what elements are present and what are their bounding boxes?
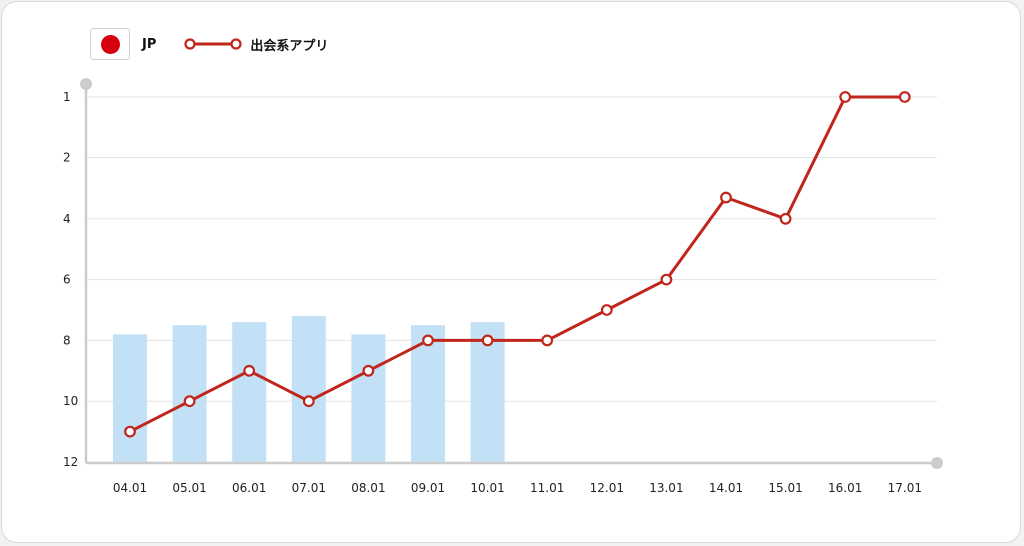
data-point [124, 425, 136, 438]
japan-flag-icon [90, 28, 130, 60]
x-tick-label: 14.01 [709, 481, 743, 495]
legend-series-label: 出会系アプリ [250, 38, 329, 54]
data-point [839, 91, 852, 103]
y-axis-end-cap [80, 78, 92, 90]
data-point [183, 395, 196, 408]
x-tick-label: 06.01 [232, 481, 266, 495]
line-marker-icon [184, 38, 242, 50]
x-axis-end-cap [931, 457, 943, 469]
bar [232, 322, 267, 462]
data-point [362, 364, 375, 377]
x-tick-label: 17.01 [888, 481, 922, 495]
bar [113, 334, 147, 462]
x-tick-label: 12.01 [590, 481, 624, 495]
data-point [422, 334, 434, 347]
x-tick-label: 11.01 [530, 481, 564, 495]
x-tick-label: 09.01 [411, 481, 445, 495]
y-tick-label: 4 [63, 212, 71, 226]
bar [411, 325, 445, 462]
data-point [779, 212, 792, 225]
legend-region-label: JP [142, 36, 157, 52]
data-point [720, 191, 732, 204]
y-tick-label: 6 [63, 273, 71, 287]
legend-series-item[interactable]: 出会系アプリ [184, 35, 328, 54]
x-tick-label: 07.01 [292, 481, 326, 495]
x-tick-label: 15.01 [768, 481, 802, 495]
series-line [129, 95, 905, 433]
bar [291, 316, 326, 462]
x-tick-label: 05.01 [172, 481, 206, 495]
bar [351, 334, 386, 462]
data-point [243, 364, 256, 377]
y-tick-label: 10 [63, 394, 78, 408]
data-point [541, 334, 554, 347]
x-tick-label: 10.01 [470, 481, 504, 495]
y-tick-label: 2 [63, 151, 71, 165]
y-tick-label: 1 [63, 90, 71, 104]
data-point [302, 395, 315, 408]
x-tick-label: 16.01 [828, 481, 862, 495]
x-tick-label: 08.01 [351, 481, 385, 495]
data-point [898, 91, 911, 103]
y-tick-label: 12 [63, 455, 78, 469]
data-point [481, 334, 494, 347]
legend: JP 出会系アプリ [90, 28, 328, 60]
x-tick-label: 04.01 [113, 481, 147, 495]
x-tick-label: 13.01 [649, 481, 683, 495]
data-point [660, 273, 673, 286]
bar [172, 325, 207, 462]
data-point [600, 304, 613, 316]
y-tick-label: 8 [63, 333, 71, 347]
